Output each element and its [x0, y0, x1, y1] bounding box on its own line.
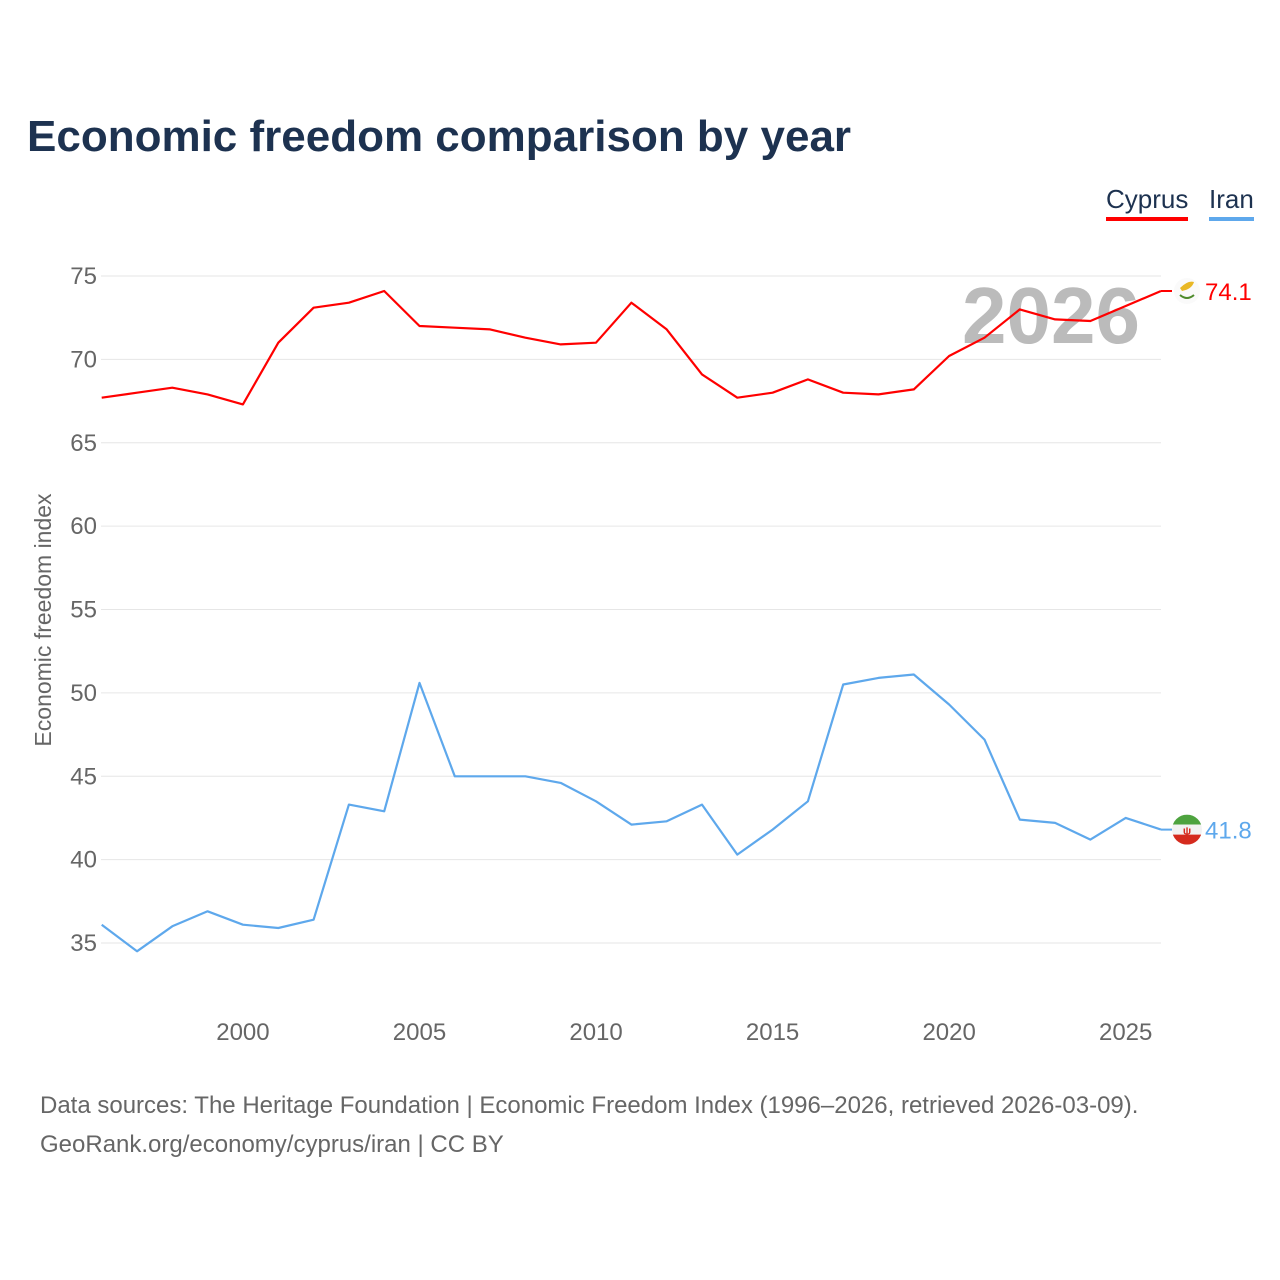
y-tick-label: 70	[70, 346, 97, 373]
end-value-label-cyprus: 74.1	[1205, 279, 1252, 306]
legend-item-iran[interactable]: Iran	[1209, 184, 1254, 221]
legend-item-cyprus[interactable]: Cyprus	[1106, 184, 1189, 221]
y-tick-label: 40	[70, 847, 97, 874]
x-tick-label: 2010	[569, 1019, 622, 1046]
end-value-label-iran: 41.8	[1205, 818, 1252, 845]
iran-flag-icon	[1172, 814, 1202, 845]
x-tick-label: 2000	[216, 1019, 269, 1046]
series-line-cyprus	[101, 289, 1162, 406]
legend-label: Iran	[1209, 184, 1254, 214]
y-tick-label: 45	[70, 763, 97, 790]
y-tick-label: 60	[70, 513, 97, 540]
chart-title: Economic freedom comparison by year	[27, 112, 852, 161]
cyprus-flag-icon	[1174, 278, 1200, 305]
source-line-1: Data sources: The Heritage Foundation | …	[40, 1092, 1139, 1119]
source-note: Data sources: The Heritage Foundation | …	[40, 1086, 1138, 1164]
y-tick-label: 75	[70, 263, 97, 290]
cyprus-flag-branches	[1179, 294, 1195, 300]
x-tick-label: 2015	[746, 1019, 799, 1046]
year-watermark: 2026	[962, 271, 1140, 360]
iran-flag-emblem: ψ	[1183, 826, 1191, 838]
legend-label: Cyprus	[1106, 184, 1189, 214]
cyprus-flag-map	[1180, 281, 1194, 292]
source-line-2: GeoRank.org/economy/cyprus/iran | CC BY	[40, 1131, 504, 1158]
y-tick-label: 55	[70, 597, 97, 624]
series-line-iran	[101, 673, 1162, 953]
legend-swatch	[1106, 217, 1189, 221]
y-tick-label: 65	[70, 430, 97, 457]
x-tick-label: 2005	[393, 1019, 446, 1046]
x-tick-label: 2025	[1099, 1019, 1152, 1046]
x-tick-label: 2020	[922, 1019, 975, 1046]
y-axis-label: Economic freedom index	[30, 493, 56, 747]
legend-swatch	[1209, 217, 1254, 221]
y-tick-label: 35	[70, 930, 97, 957]
y-tick-label: 50	[70, 680, 97, 707]
